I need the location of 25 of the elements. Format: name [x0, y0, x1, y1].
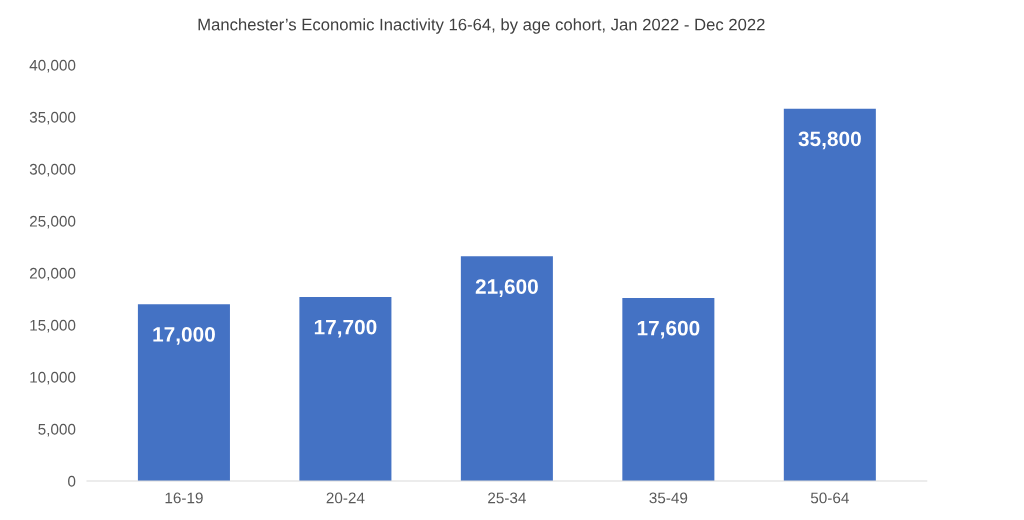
bar [137, 304, 230, 481]
chart-title: Manchester’s Economic Inactivity 16-64, by age cohort, Jan 2022 - Dec 2022 [198, 18, 765, 34]
data-label: 21,600 [475, 279, 538, 297]
bar [299, 296, 392, 481]
y-tick-label: 20,000 [29, 267, 76, 281]
y-tick-label: 35,000 [29, 111, 76, 125]
bar [460, 256, 553, 481]
y-tick-label: 25,000 [29, 215, 76, 229]
data-label: 17,700 [314, 319, 377, 338]
x-tick-label: 16-19 [165, 492, 203, 504]
bar [622, 297, 715, 481]
y-tick-label: 15,000 [30, 319, 76, 333]
data-label: 17,000 [153, 327, 215, 345]
y-tick-label: 0 [68, 475, 76, 487]
x-tick-label: 20-24 [326, 492, 365, 504]
x-tick-label: 25-34 [488, 492, 526, 504]
y-tick-label: 5,000 [38, 423, 76, 437]
y-tick-label: 10,000 [30, 371, 76, 385]
x-tick-label: 50-64 [810, 492, 849, 504]
y-tick-label: 30,000 [29, 163, 76, 177]
x-tick-label: 35-49 [649, 492, 688, 504]
y-tick-label: 40,000 [29, 59, 76, 73]
data-label: 17,600 [637, 320, 700, 339]
bar [783, 108, 876, 481]
data-label: 35,800 [798, 131, 861, 150]
